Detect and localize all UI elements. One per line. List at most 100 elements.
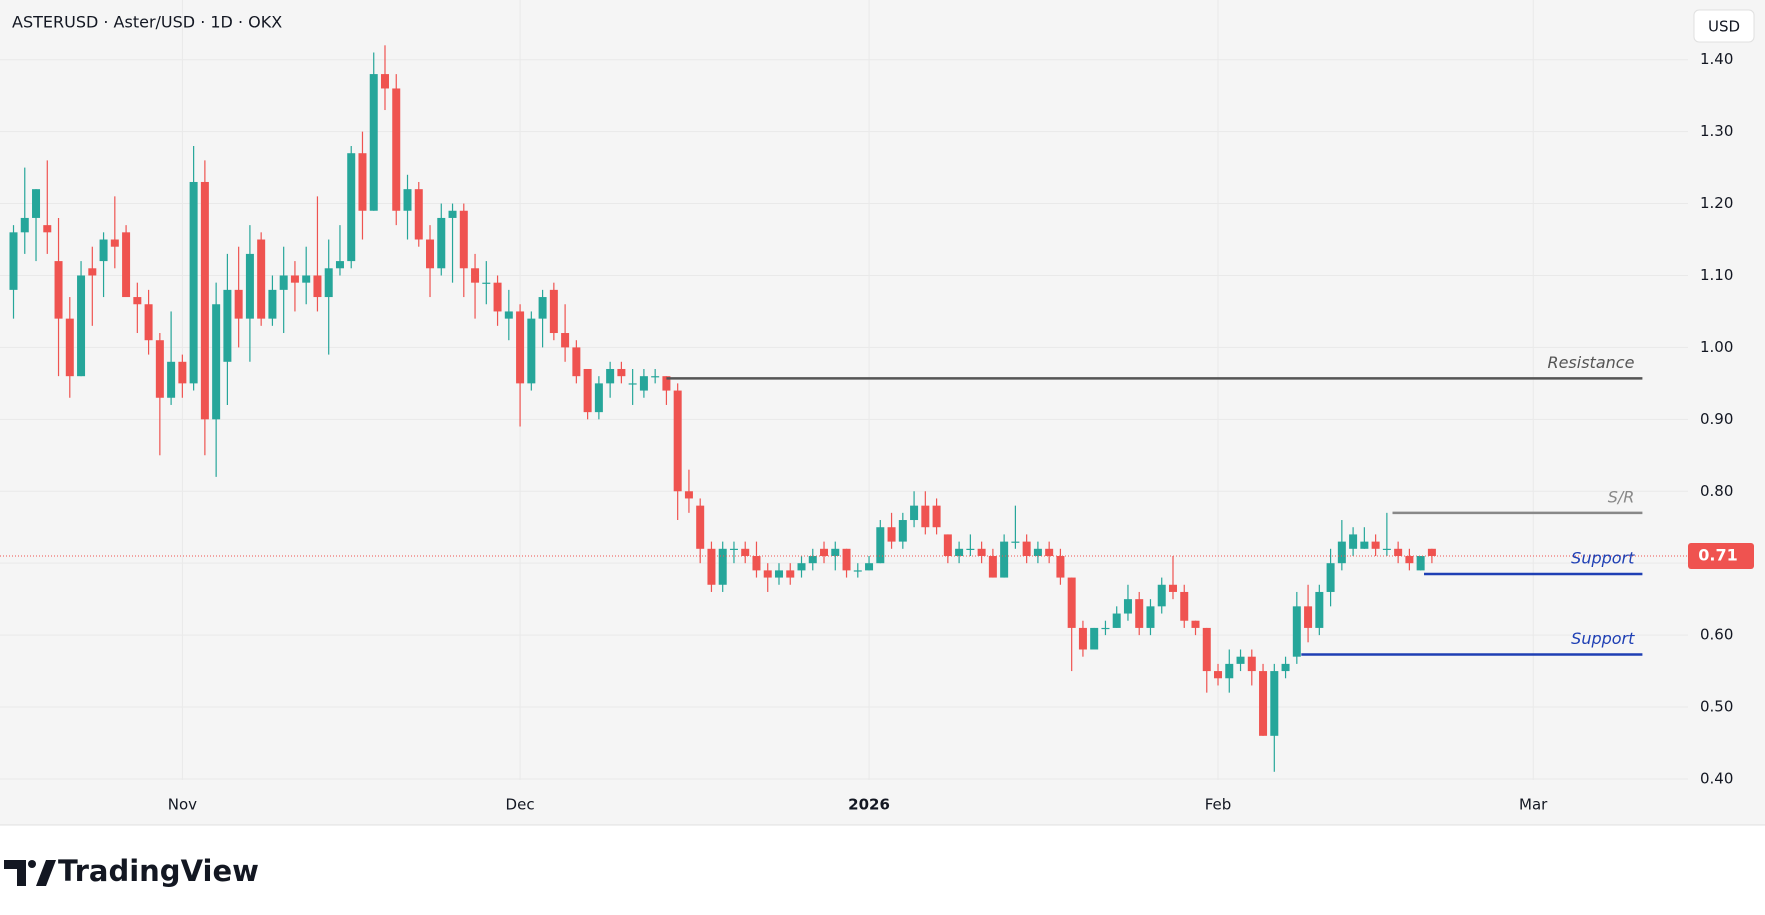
candle-body	[898, 520, 907, 542]
candle-body	[639, 376, 648, 391]
candle-body	[324, 268, 333, 298]
candle-body	[234, 289, 243, 319]
candle-body	[1326, 563, 1335, 592]
brand-logo	[4, 860, 56, 886]
candle-body	[392, 88, 401, 211]
candle-body	[1214, 671, 1223, 679]
candle-body	[729, 548, 738, 551]
chart-title: ASTERUSD · Aster/USD · 1D · OKX	[12, 13, 282, 32]
last-price-label: 0.71	[1698, 545, 1737, 564]
candle-body	[651, 376, 660, 378]
candle-body	[493, 282, 502, 312]
candle-body	[20, 217, 29, 233]
candle-body	[955, 548, 964, 556]
candle-body	[268, 289, 277, 319]
candle-body	[347, 153, 356, 262]
candle-body	[943, 534, 952, 556]
candle-body	[178, 361, 187, 384]
candle-body	[88, 268, 97, 276]
candle-body	[223, 289, 232, 362]
candle-body	[887, 527, 896, 542]
candle-body	[212, 304, 221, 420]
candle-body	[865, 563, 874, 571]
candle-body	[1045, 548, 1054, 556]
candle-body	[369, 74, 378, 211]
candle-body	[437, 217, 446, 269]
candle-body	[1304, 606, 1313, 628]
candle-body	[110, 239, 119, 247]
candle-body	[1292, 606, 1301, 657]
y-tick-label: 1.00	[1700, 338, 1733, 356]
candle-body	[1157, 584, 1166, 607]
candle-body	[1405, 555, 1414, 564]
candle-body	[538, 297, 547, 319]
candle-body	[1394, 548, 1403, 556]
candle-body	[988, 555, 997, 578]
candle-body	[122, 232, 131, 298]
candle-body	[32, 189, 41, 218]
candle-body	[1101, 627, 1110, 630]
candle-body	[43, 225, 52, 233]
currency-button[interactable]	[1693, 9, 1755, 43]
candle-body	[696, 505, 705, 549]
candle-body	[786, 570, 795, 578]
y-tick-label: 0.60	[1700, 626, 1733, 644]
candle-body	[1146, 606, 1155, 628]
candle-body	[155, 340, 164, 398]
level-label: Resistance	[1547, 353, 1634, 372]
candle-body	[718, 548, 727, 585]
currency-label[interactable]: USD	[1708, 18, 1740, 36]
candle-body	[583, 368, 592, 413]
candle-body	[1281, 663, 1290, 672]
candle-body	[200, 181, 209, 420]
candle-body	[1033, 548, 1042, 556]
candle-body	[876, 527, 885, 564]
candle-body	[448, 210, 457, 218]
candle-body	[1123, 599, 1132, 614]
y-tick-label: 0.50	[1700, 698, 1733, 716]
candle-body	[1259, 671, 1268, 736]
candle-body	[527, 318, 536, 384]
candle-body	[853, 570, 862, 572]
candle-body	[1315, 591, 1324, 628]
candle-body	[628, 383, 637, 385]
level-label: Support	[1571, 629, 1635, 648]
level-label: S/R	[1608, 487, 1635, 506]
candle-body	[1180, 591, 1189, 621]
candle-body	[910, 505, 919, 521]
candle-body	[820, 548, 829, 556]
candle-body	[1360, 541, 1369, 549]
candle-body	[144, 304, 153, 341]
candle-body	[752, 555, 761, 571]
candle-body	[358, 153, 367, 211]
candle-body	[594, 383, 603, 413]
candle-body	[797, 563, 806, 571]
y-tick-label: 0.90	[1700, 410, 1733, 428]
candle-body	[1202, 627, 1211, 672]
candle-body	[617, 368, 626, 377]
candle-body	[572, 347, 581, 377]
last-price-box	[1688, 542, 1754, 569]
candle-body	[549, 289, 558, 334]
y-tick-label: 1.30	[1700, 122, 1733, 140]
candle-body	[977, 548, 986, 556]
candle-body	[684, 491, 693, 499]
x-tick-label: Nov	[168, 796, 197, 814]
candle-body	[335, 261, 344, 269]
candle-body	[741, 548, 750, 556]
brand-name: TradingView	[58, 854, 259, 888]
candle-body	[1135, 599, 1144, 628]
candle-body	[302, 275, 311, 283]
candle-body	[1427, 548, 1436, 556]
candle-body	[54, 261, 63, 319]
candle-body	[290, 275, 299, 283]
candle-body	[1067, 577, 1076, 628]
candle-body	[414, 189, 423, 240]
candle-body	[459, 210, 468, 269]
candle-body	[921, 505, 930, 528]
candle-body	[673, 390, 682, 492]
level-label: Support	[1571, 548, 1635, 567]
y-tick-label: 1.40	[1700, 50, 1733, 68]
